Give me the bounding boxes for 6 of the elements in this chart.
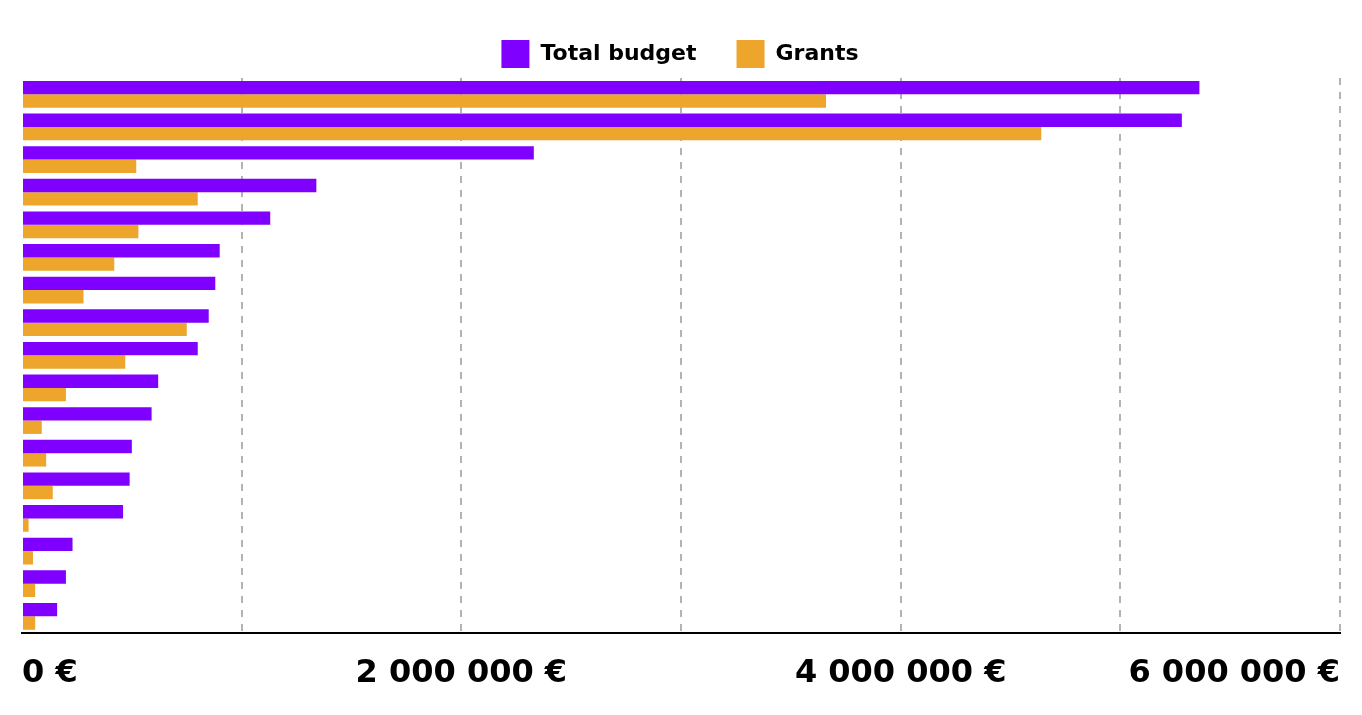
legend-label: Grants — [775, 39, 859, 65]
legend-label: Total budget — [540, 39, 698, 65]
x-tick-label: 0 € — [22, 652, 78, 691]
x-tick-label: 4 000 000 € — [794, 652, 1007, 691]
x-tick-label: 2 000 000 € — [355, 652, 568, 691]
x-tick-label: 6 000 000 € — [1128, 652, 1340, 691]
